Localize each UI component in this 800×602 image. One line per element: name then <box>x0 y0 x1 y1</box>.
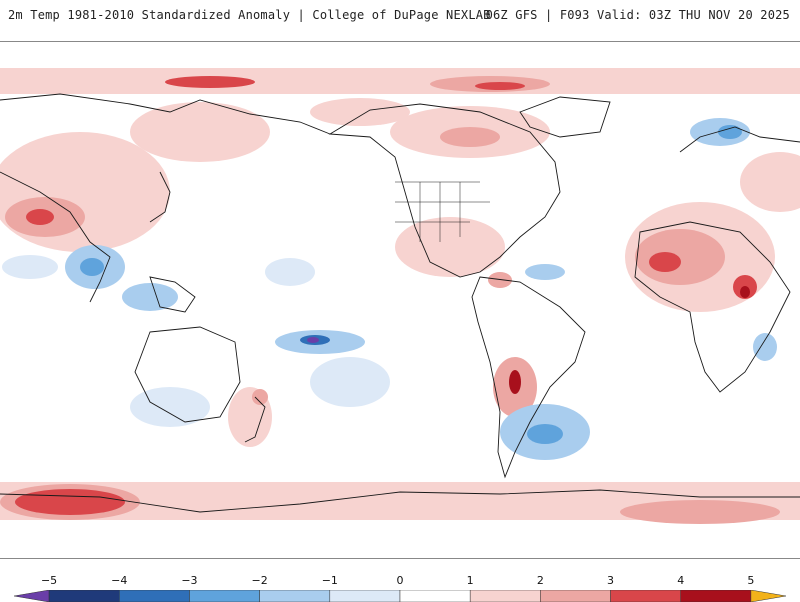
antarctic-hot <box>15 489 125 515</box>
colorbar-segment <box>189 590 260 602</box>
east-africa-hotcore <box>740 286 750 298</box>
colorbar-tick-label: 3 <box>607 574 615 587</box>
siberia-warm <box>130 102 270 162</box>
colorbar-tick-label: 1 <box>466 574 474 587</box>
colorbar-tick-label: −1 <box>321 574 338 587</box>
us-state-grid <box>395 181 490 242</box>
colorbar-tick-label: −5 <box>40 574 58 587</box>
colorbar-segment <box>540 590 611 602</box>
africa-coast <box>634 221 791 393</box>
colorbar-tick-label: 4 <box>677 574 685 587</box>
tasman-cold <box>130 387 210 427</box>
model-run-info: 06Z GFS | F093 Valid: 03Z THU NOV 20 202… <box>485 8 790 22</box>
andes-hot <box>509 370 521 394</box>
greenland-coast <box>519 96 611 138</box>
maritime-cold <box>122 283 178 311</box>
caribbean-cold <box>525 264 565 280</box>
hudson-warm <box>440 127 500 147</box>
south-atlantic-cold-core <box>527 424 563 444</box>
anomaly-map <box>0 41 800 559</box>
scandinavia-cold-core <box>718 125 742 139</box>
sahel-warm <box>635 229 725 285</box>
central-asia-hot <box>26 209 54 225</box>
colorbar-segment <box>259 590 331 602</box>
colorbar-tick-labels: −5 −4 −3 −2 −1 0 1 2 3 4 5 <box>0 574 800 588</box>
russia-warm <box>740 152 800 212</box>
indonesia-coast <box>149 276 196 313</box>
south-pacific-cold <box>310 357 390 407</box>
colorbar-segment <box>329 590 401 602</box>
colorbar-segment <box>399 590 471 602</box>
nz-warm-core <box>252 389 268 405</box>
arctic-warm-band <box>0 68 800 94</box>
colorbar: −5 −4 −3 −2 −1 0 1 2 3 4 5 <box>0 570 800 602</box>
map-svg <box>0 68 800 524</box>
se-asia-cold-core <box>80 258 104 276</box>
map-title: 2m Temp 1981-2010 Standardized Anomaly |… <box>8 8 491 22</box>
new-zealand-coast <box>244 396 266 443</box>
south-america-coast <box>471 276 586 479</box>
north-america-coast <box>328 103 561 278</box>
central-pacific-cold <box>265 258 315 286</box>
coastlines <box>0 93 800 513</box>
madagascar-cold <box>753 333 777 361</box>
colorbar-tick-label: 5 <box>747 574 755 587</box>
colombia-warm <box>488 272 512 288</box>
australia-coast <box>134 326 241 423</box>
india-cold <box>2 255 58 279</box>
colorbar-segment <box>680 590 752 602</box>
antarctica-coast <box>0 489 800 513</box>
southern-us-warm <box>395 217 505 277</box>
europe-coast <box>679 126 800 153</box>
colorbar-tick-label: 2 <box>536 574 544 587</box>
sahel-hot <box>649 252 681 272</box>
japan-coast <box>149 171 171 223</box>
east-antarctic-warm <box>620 500 780 524</box>
colorbar-tick-label: −2 <box>251 574 268 587</box>
china-coast <box>0 171 111 303</box>
alaska-warm <box>310 98 410 126</box>
pacific-extreme-cold <box>307 337 319 343</box>
siberia-coast <box>0 93 331 135</box>
colorbar-bar <box>13 590 787 602</box>
title-bar: 2m Temp 1981-2010 Standardized Anomaly |… <box>0 0 800 32</box>
greenland-hotspot <box>475 82 525 90</box>
colorbar-segment <box>119 590 190 602</box>
colorbar-segment <box>750 590 787 602</box>
colorbar-segment <box>469 590 541 602</box>
us-state-lines <box>395 181 490 242</box>
colorbar-tick-label: 0 <box>396 574 404 587</box>
colorbar-tick-label: −3 <box>181 574 198 587</box>
colorbar-tick-label: −4 <box>111 574 128 587</box>
arctic-hotspot <box>165 76 255 88</box>
colorbar-segment <box>13 590 50 602</box>
colorbar-segment <box>610 590 681 602</box>
colorbar-segment <box>48 590 120 602</box>
